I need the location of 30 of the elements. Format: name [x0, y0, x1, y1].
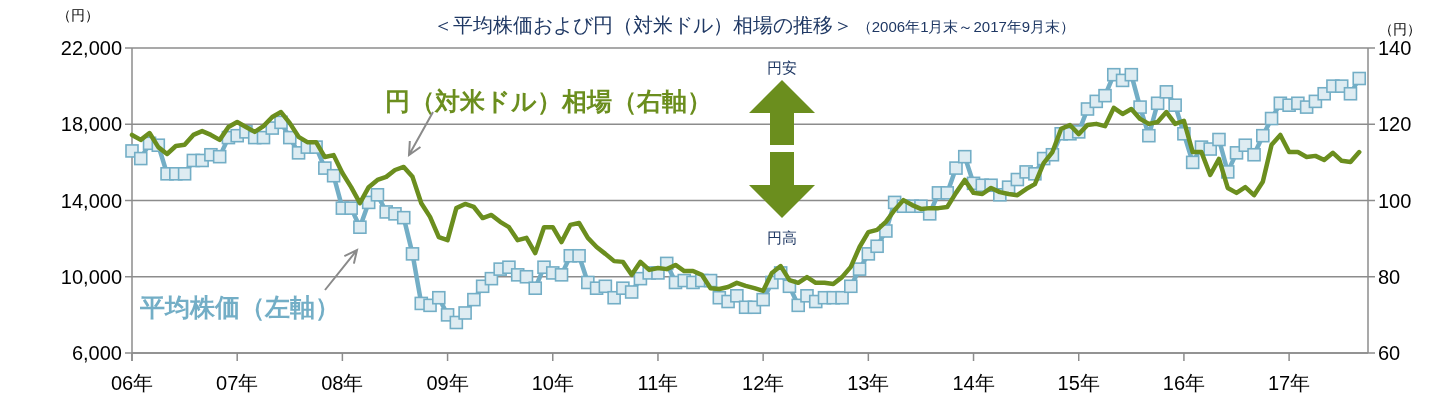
x-tick-label: 11年: [637, 372, 679, 394]
y2-tick-label: 100: [1378, 189, 1412, 212]
y2-tick-label: 60: [1378, 342, 1401, 364]
x-tick-label: 07年: [216, 372, 259, 394]
y-tick-label: 14,000: [60, 189, 122, 212]
y-tick-label: 22,000: [60, 37, 122, 59]
text: 円（対米ドル）相場（右軸）: [385, 87, 712, 115]
x-tick-label: 13年: [847, 372, 890, 394]
y-tick-label: 18,000: [60, 113, 122, 136]
chart-subtitle: （2006年1月末～2017年9月末）: [856, 18, 1076, 35]
y-tick-label: 6,000: [71, 342, 122, 364]
y-tick-label: 10,000: [60, 265, 122, 288]
y-axis-title: （円）: [57, 7, 99, 23]
x-tick-label: 10年: [531, 372, 574, 394]
text: 平均株価（左軸）: [139, 293, 340, 321]
x-tick-label: 08年: [321, 372, 364, 394]
x-tick-label: 16年: [1162, 372, 1206, 394]
x-tick-label: 06年: [110, 372, 154, 394]
y2-axis-title: （円）: [1379, 21, 1421, 37]
annotation: 円安: [767, 59, 797, 76]
x-tick-label: 09年: [426, 372, 469, 394]
x-tick-label: 15年: [1057, 372, 1100, 394]
y2-tick-label: 140: [1378, 37, 1412, 59]
y2-tick-label: 80: [1378, 265, 1401, 288]
x-tick-label: 12年: [742, 372, 785, 394]
annotation: 円高: [767, 229, 797, 246]
x-tick-label: 14年: [952, 372, 995, 394]
y2-tick-label: 120: [1378, 113, 1412, 136]
x-tick-label: 17年: [1267, 372, 1311, 394]
chart-title: ＜平均株価および円（対米ドル）相場の推移＞: [432, 14, 853, 36]
